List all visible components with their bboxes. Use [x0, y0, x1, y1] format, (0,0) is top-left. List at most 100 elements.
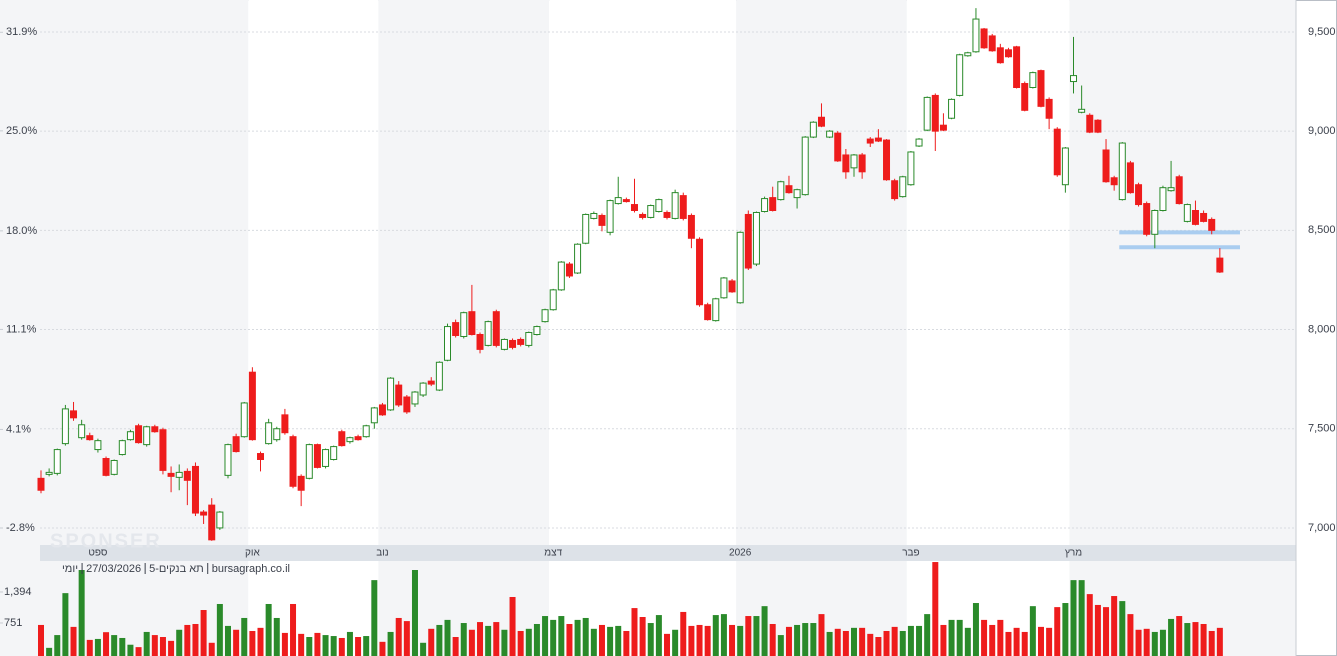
- volume-bar: [1062, 603, 1069, 656]
- candle-body: [1183, 204, 1191, 222]
- candle-body: [720, 277, 728, 299]
- candle-body: [647, 205, 655, 218]
- candle-body: [305, 444, 313, 479]
- candle-body: [1086, 114, 1094, 133]
- candle-body: [476, 333, 484, 350]
- volume-bar: [501, 629, 508, 656]
- candle-body: [126, 431, 134, 441]
- candle-body: [419, 382, 427, 396]
- volume-bar: [981, 619, 988, 656]
- candle-body: [322, 449, 330, 467]
- volume-bar: [143, 631, 150, 656]
- candle-body: [224, 444, 232, 476]
- x-tick-label: נוב: [376, 548, 389, 559]
- candle-body: [1094, 119, 1102, 133]
- volume-bar: [1151, 631, 1158, 656]
- volume-bar: [688, 625, 695, 656]
- candle-body: [1053, 128, 1061, 176]
- volume-bar: [1005, 631, 1012, 656]
- volume-bar: [1176, 616, 1183, 656]
- volume-bar: [720, 614, 727, 656]
- volume-bar: [290, 603, 297, 656]
- volume-bar: [119, 637, 126, 656]
- volume-bar: [517, 630, 524, 656]
- volume-bar: [468, 629, 475, 656]
- volume-bar: [631, 608, 638, 656]
- volume-bar: [411, 570, 418, 656]
- volume-bar: [842, 630, 849, 656]
- candle-body: [1078, 108, 1086, 113]
- volume-bar: [1013, 627, 1020, 656]
- y2-tick-label: 11.1%: [6, 323, 37, 335]
- volume-bar: [1037, 626, 1044, 656]
- volume-bar: [916, 625, 923, 656]
- candle-body: [785, 185, 793, 194]
- volume-bar: [907, 625, 914, 656]
- volume-bar: [379, 641, 386, 656]
- volume-bar: [314, 632, 321, 656]
- volume-bar: [403, 621, 410, 656]
- candle-body: [411, 391, 419, 405]
- volume-bar: [338, 637, 345, 656]
- y2-tick-label: 25.0%: [6, 125, 37, 137]
- volume-bar: [1200, 623, 1207, 656]
- volume-bar: [802, 623, 809, 656]
- candle-body: [598, 214, 606, 226]
- candle-body: [1216, 257, 1224, 273]
- candle-body: [1191, 210, 1199, 225]
- volume-bar: [590, 628, 597, 656]
- volume-bar: [1029, 606, 1036, 656]
- volume-bar: [298, 633, 305, 656]
- candle-body: [842, 154, 850, 173]
- candle-body: [338, 431, 346, 447]
- candle-body: [1070, 75, 1078, 83]
- volume-bar: [712, 615, 719, 656]
- volume-bar: [696, 624, 703, 656]
- candle-body: [1200, 212, 1208, 222]
- volume-bar: [1143, 628, 1150, 656]
- volume-bar: [834, 628, 841, 656]
- volume-bar: [533, 623, 540, 656]
- volume-bar: [224, 625, 231, 656]
- x-tick-label: דצמ: [544, 548, 562, 559]
- caption-text: 27/03/2026: [86, 563, 141, 575]
- volume-bar: [704, 625, 711, 656]
- candle-body: [1175, 176, 1183, 205]
- candle-body: [191, 465, 199, 514]
- candle-body: [517, 338, 525, 345]
- candle-body: [1102, 149, 1110, 183]
- candle-body: [159, 429, 167, 471]
- candle-body: [972, 18, 980, 53]
- candle-body: [53, 449, 61, 474]
- candle-body: [761, 198, 769, 212]
- volume-bar: [200, 610, 207, 656]
- volume-bar: [550, 619, 557, 656]
- candle-body: [1110, 177, 1118, 186]
- caption-text: יומי: [62, 563, 78, 575]
- volume-bar: [745, 616, 752, 656]
- volume-bar: [420, 642, 427, 656]
- candle-body: [866, 138, 874, 144]
- volume-bar: [680, 611, 687, 656]
- candle-body: [541, 309, 549, 323]
- x-tick-label: אוק: [245, 548, 260, 559]
- volume-bar: [62, 593, 69, 656]
- volume-bar: [233, 629, 240, 656]
- candle-body: [574, 243, 582, 274]
- candle-body: [931, 94, 939, 132]
- candle-body: [370, 407, 378, 424]
- volume-bar: [582, 617, 589, 656]
- candle-body: [167, 472, 175, 477]
- volume-bar: [192, 623, 199, 656]
- candle-body: [606, 200, 614, 233]
- candle-body: [826, 130, 834, 138]
- volume-bar: [1078, 580, 1085, 656]
- volume-bar: [103, 632, 110, 656]
- volume-bar: [460, 623, 467, 656]
- candle-body: [1126, 162, 1134, 194]
- time-axis-strip: [40, 545, 1296, 561]
- watermark: SPONSER: [50, 530, 162, 552]
- volume-bar: [168, 640, 175, 656]
- candle-body: [118, 440, 126, 456]
